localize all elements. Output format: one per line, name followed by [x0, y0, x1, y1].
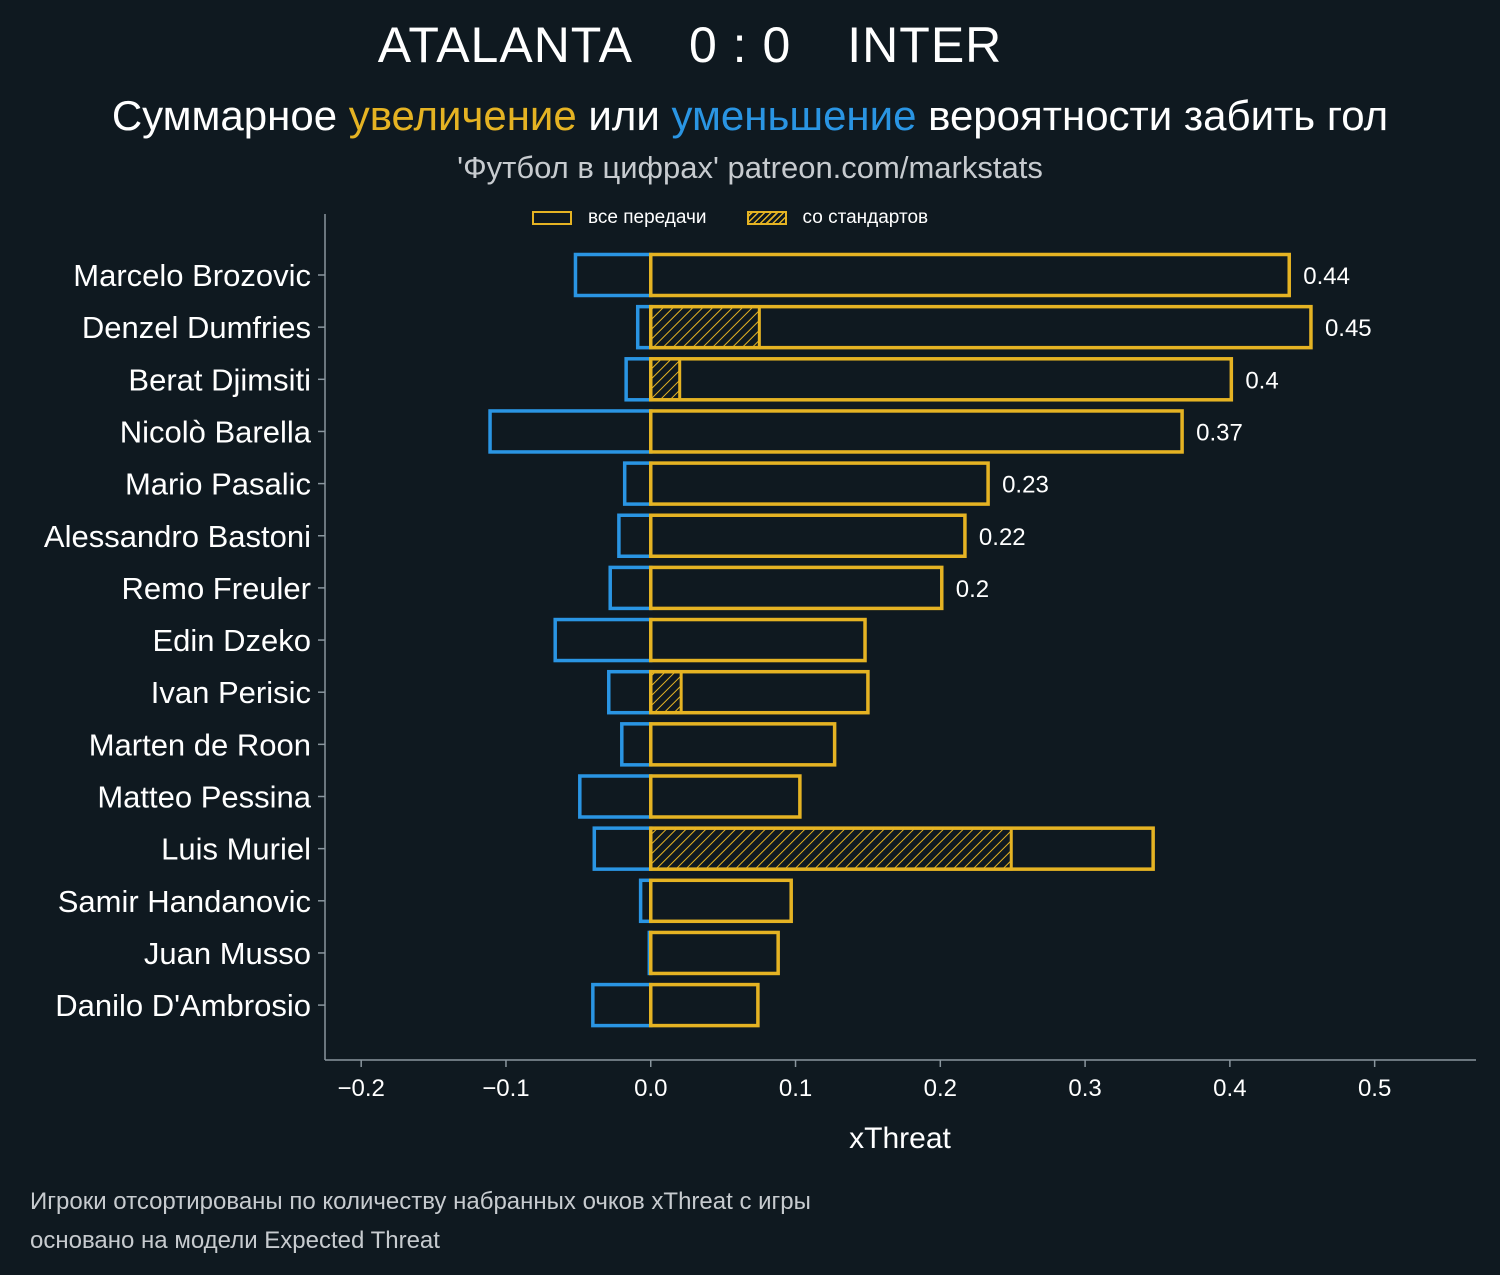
positive-bar — [649, 669, 870, 715]
positive-bar — [649, 878, 793, 924]
y-tick-label: Luis Muriel — [161, 832, 311, 867]
x-tick-label: 0.5 — [1358, 1075, 1391, 1102]
value-label: 0.45 — [1325, 315, 1372, 342]
y-tick-label: Denzel Dumfries — [82, 310, 311, 345]
away-team: INTER — [847, 17, 1003, 73]
negative-bar — [607, 669, 653, 715]
subtitle-part1: Суммарное — [111, 92, 349, 139]
positive-bar — [649, 409, 1184, 454]
chart-subtitle: Суммарное увеличение или уменьшение веро… — [0, 92, 1500, 140]
y-tick-label: Mario Pasalic — [125, 467, 311, 502]
x-tick-label: 0.4 — [1213, 1075, 1246, 1102]
value-label: 0.37 — [1196, 419, 1243, 446]
negative-bar — [573, 252, 653, 298]
set-piece-bar — [649, 357, 682, 402]
value-label: 0.22 — [979, 524, 1026, 551]
negative-bar — [620, 722, 653, 767]
negative-bar — [617, 513, 653, 558]
value-label: 0.44 — [1303, 263, 1350, 290]
positive-bar — [649, 357, 1234, 402]
negative-bar — [622, 461, 653, 506]
legend-swatch-outline — [532, 211, 572, 225]
positive-bar — [649, 774, 802, 819]
subtitle-increase: увеличение — [348, 92, 577, 139]
value-label: 0.23 — [1002, 472, 1049, 499]
positive-bar — [649, 722, 837, 767]
source-credit: 'Футбол в цифрах' patreon.com/markstats — [457, 150, 1043, 185]
y-tick-label: Marten de Roon — [89, 727, 311, 762]
footnote-line-2: основано на модели Expected Threat — [30, 1227, 440, 1254]
legend: все передачи со стандартов — [532, 205, 928, 231]
subtitle-part2: или — [576, 92, 672, 139]
score: 0 : 0 — [688, 17, 792, 73]
legend-item-all-passes: все передачи — [532, 207, 707, 229]
value-label: 0.2 — [956, 576, 989, 603]
y-tick-label: Juan Musso — [144, 936, 311, 971]
y-tick-label: Edin Dzeko — [152, 623, 311, 658]
x-tick-label: 0.3 — [1068, 1075, 1101, 1102]
positive-bar — [649, 513, 967, 558]
negative-bar — [488, 409, 653, 454]
legend-item-set-pieces: со стандартов — [746, 207, 929, 229]
legend-swatch-hatched — [746, 211, 787, 225]
x-tick-label: 0.0 — [634, 1075, 667, 1102]
positive-bar — [649, 982, 760, 1028]
negative-bar — [578, 774, 653, 819]
y-tick-label: Samir Handanovic — [58, 884, 311, 919]
negative-bar — [591, 982, 653, 1028]
x-tick-label: 0.1 — [779, 1075, 812, 1102]
positive-bar — [649, 304, 1313, 350]
y-tick-label: Alessandro Bastoni — [44, 519, 311, 554]
negative-bar — [624, 357, 653, 402]
match-title: ATALANTA 0 : 0 INTER — [0, 16, 1380, 74]
set-piece-bar — [649, 826, 1013, 871]
positive-bar — [649, 565, 944, 611]
subtitle-part3: вероятности забить гол — [916, 92, 1389, 139]
negative-bar — [553, 617, 653, 663]
footnote-line-1: Игроки отсортированы по количеству набра… — [30, 1188, 811, 1215]
y-tick-label: Nicolò Barella — [120, 414, 312, 449]
positive-bar — [649, 826, 1155, 871]
y-tick-label: Matteo Pessina — [97, 780, 311, 815]
x-tick-label: −0.1 — [482, 1075, 529, 1102]
set-piece-bar — [649, 305, 761, 350]
negative-bar — [592, 826, 653, 871]
home-team: ATALANTA — [377, 17, 633, 73]
y-tick-label: Marcelo Brozovic — [73, 258, 311, 293]
negative-bar — [608, 565, 653, 611]
positive-bar — [649, 252, 1291, 298]
y-tick-label: Remo Freuler — [122, 571, 312, 606]
legend-label-set-pieces: со стандартов — [802, 207, 929, 228]
value-label: 0.4 — [1245, 367, 1278, 394]
y-tick-label: Berat Djimsiti — [128, 362, 311, 397]
set-piece-bar — [649, 670, 683, 715]
legend-label-all-passes: все передачи — [588, 207, 707, 228]
x-tick-label: −0.2 — [337, 1075, 384, 1102]
negative-bar — [635, 304, 653, 350]
x-axis-label: xThreat — [849, 1122, 951, 1155]
y-tick-label: Danilo D'Ambrosio — [55, 988, 311, 1023]
subtitle-decrease: уменьшение — [671, 92, 917, 139]
x-tick-label: 0.2 — [924, 1075, 957, 1102]
positive-bar — [649, 930, 780, 976]
y-tick-label: Ivan Perisic — [151, 675, 311, 710]
positive-bar — [649, 617, 867, 663]
positive-bar — [649, 461, 990, 506]
